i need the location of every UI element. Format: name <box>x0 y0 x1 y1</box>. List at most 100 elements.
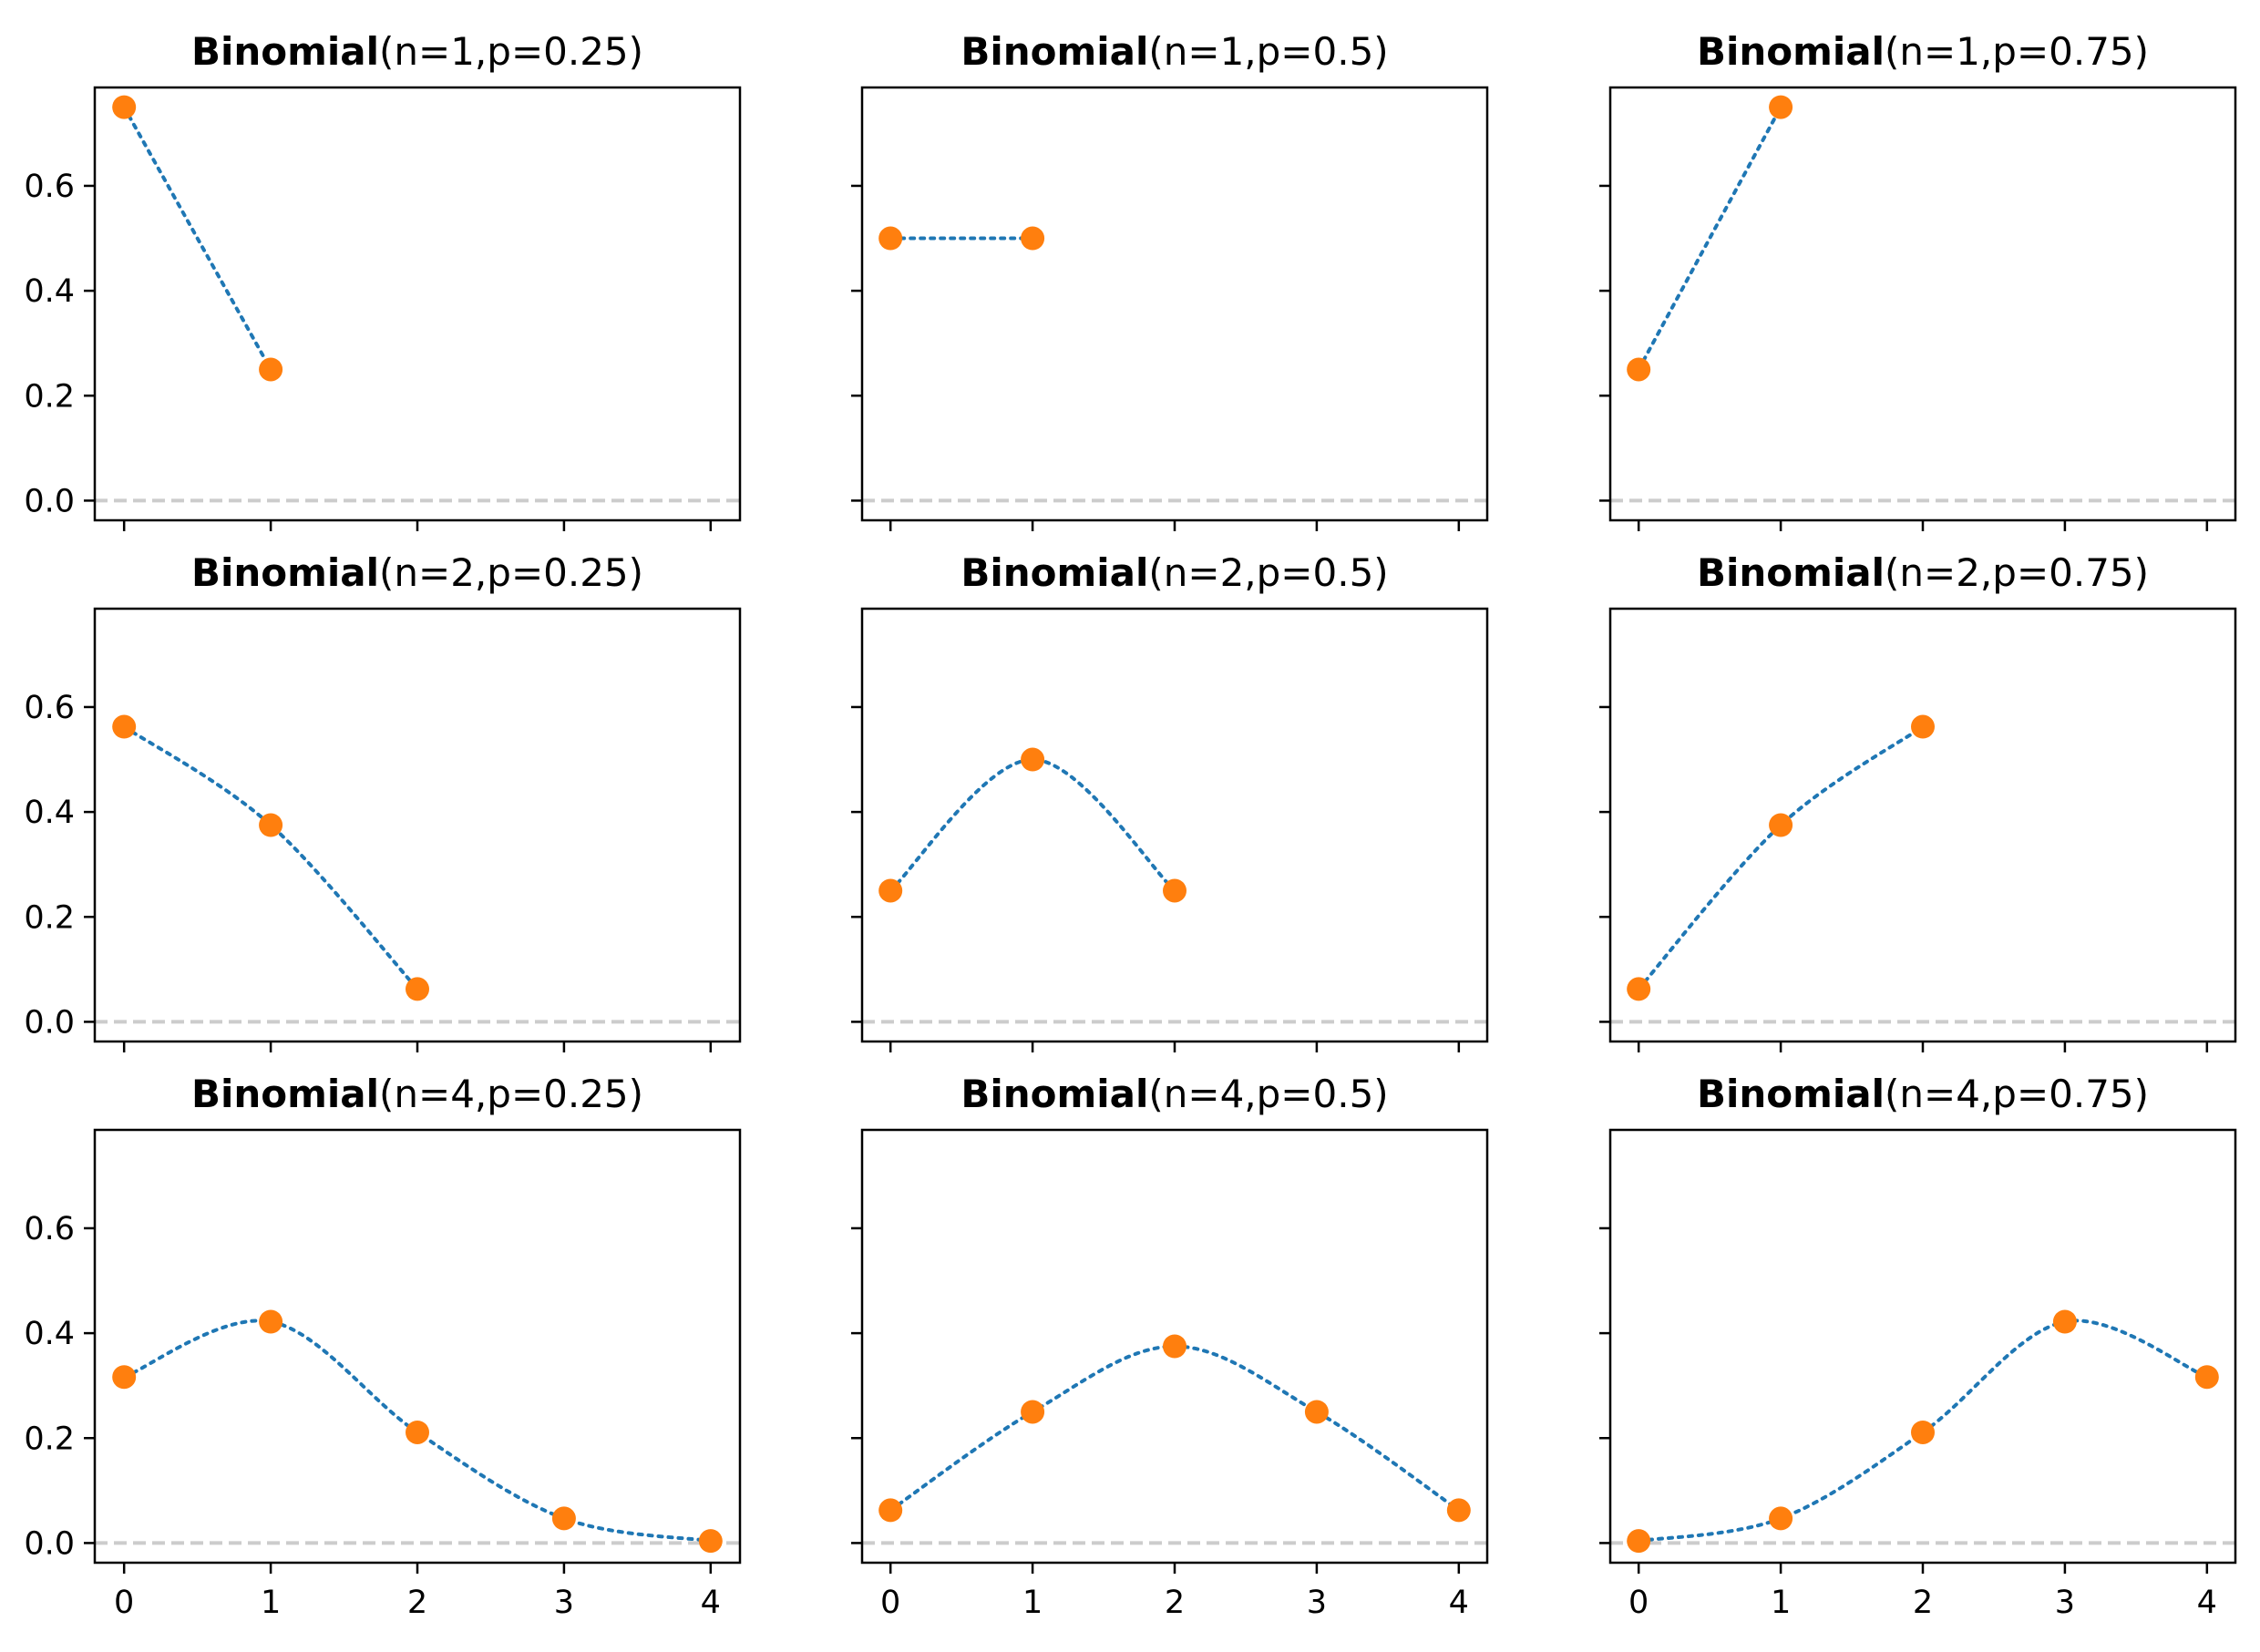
pmf-point-k2 <box>1163 878 1186 903</box>
title-params: (n=1,p=0.75) <box>1885 29 2149 74</box>
title-prefix: Binomial <box>1697 1072 1885 1116</box>
x-tick-label: 1 <box>261 1585 281 1621</box>
y-tick-label: 0.0 <box>24 1525 75 1562</box>
pmf-point-k0 <box>878 878 903 903</box>
y-tick-label: 0.6 <box>24 690 75 726</box>
y-tick-label: 0.4 <box>24 1316 75 1352</box>
x-tick-label: 0 <box>880 1585 900 1621</box>
y-tick-label: 0.0 <box>24 483 75 519</box>
axes-frame <box>860 86 1489 522</box>
title-prefix: Binomial <box>960 550 1148 595</box>
subplot-title: Binomial(n=4,p=0.75) <box>1697 1072 2149 1116</box>
x-tick-label: 1 <box>1771 1585 1791 1621</box>
pmf-point-k1 <box>1769 1506 1793 1531</box>
title-params: (n=1,p=0.25) <box>379 29 643 74</box>
pmf-point-k0 <box>1627 1529 1651 1554</box>
pmf-point-k4 <box>698 1529 723 1554</box>
subplot-5: Binomial(n=2,p=0.5) <box>851 550 1489 1052</box>
title-prefix: Binomial <box>1697 550 1885 595</box>
axes-frame <box>93 1128 742 1565</box>
pmf-curve <box>1637 724 1925 991</box>
axes-frame <box>860 607 1489 1043</box>
x-tick-label: 2 <box>1913 1585 1933 1621</box>
pmf-point-k4 <box>2194 1365 2219 1390</box>
pmf-point-k0 <box>1627 357 1651 382</box>
pmf-point-k1 <box>1021 747 1045 772</box>
title-prefix: Binomial <box>960 29 1148 74</box>
y-tick-label: 0.2 <box>24 378 75 415</box>
y-tick-label: 0.2 <box>24 899 75 936</box>
pmf-point-k0 <box>878 1498 903 1523</box>
pmf-curve <box>122 105 273 372</box>
pmf-point-k0 <box>112 1365 137 1390</box>
y-tick-label: 0.6 <box>24 1211 75 1247</box>
pmf-point-k2 <box>1163 1334 1186 1359</box>
pmf-point-k3 <box>551 1506 576 1531</box>
y-tick-label: 0.2 <box>24 1421 75 1457</box>
x-tick-label: 4 <box>1449 1585 1469 1621</box>
x-tick-label: 2 <box>407 1585 427 1621</box>
title-prefix: Binomial <box>960 1072 1148 1116</box>
pmf-point-k1 <box>1021 1400 1045 1424</box>
pmf-point-k2 <box>1911 1420 1935 1444</box>
pmf-curve <box>122 724 419 991</box>
pmf-point-k3 <box>1304 1400 1329 1424</box>
axes-frame <box>1608 607 2237 1043</box>
title-prefix: Binomial <box>191 29 379 74</box>
title-params: (n=2,p=0.75) <box>1885 550 2149 595</box>
title-prefix: Binomial <box>191 1072 379 1116</box>
subplot-7: Binomial(n=4,p=0.25) 0 1 2 3 4 0.0 0.2 0.4 0.6 <box>24 1072 742 1621</box>
x-tick-label: 3 <box>554 1585 574 1621</box>
title-prefix: Binomial <box>1697 29 1885 74</box>
subplot-9: Binomial(n=4,p=0.75) 0 1 2 3 4 <box>1599 1072 2237 1621</box>
title-prefix: Binomial <box>191 550 379 595</box>
subplot-1: Binomial(n=1,p=0.25) 0.0 0.2 0.4 0.6 <box>24 29 742 531</box>
title-params: (n=2,p=0.25) <box>379 550 643 595</box>
x-tick-label: 4 <box>2197 1585 2217 1621</box>
title-params: (n=1,p=0.5) <box>1148 29 1388 74</box>
y-tick-label: 0.6 <box>24 169 75 205</box>
axes-frame <box>93 607 742 1043</box>
subplot-title: Binomial(n=1,p=0.5) <box>960 29 1388 74</box>
title-params: (n=4,p=0.5) <box>1148 1072 1388 1116</box>
title-params: (n=4,p=0.75) <box>1885 1072 2149 1116</box>
pmf-point-k0 <box>878 226 903 251</box>
pmf-point-k2 <box>406 1420 429 1444</box>
pmf-curve <box>1637 105 1783 372</box>
subplot-3: Binomial(n=1,p=0.75) <box>1599 29 2237 531</box>
subplot-title: Binomial(n=1,p=0.25) <box>191 29 643 74</box>
subplot-title: Binomial(n=2,p=0.75) <box>1697 550 2149 595</box>
title-params: (n=2,p=0.5) <box>1148 550 1388 595</box>
pmf-point-k1 <box>259 1309 283 1334</box>
pmf-point-k2 <box>406 977 429 1001</box>
y-tick-label: 0.0 <box>24 1004 75 1041</box>
subplot-title: Binomial(n=1,p=0.75) <box>1697 29 2149 74</box>
subplot-2: Binomial(n=1,p=0.5) <box>851 29 1489 531</box>
subplot-title: Binomial(n=4,p=0.25) <box>191 1072 643 1116</box>
title-params: (n=4,p=0.25) <box>379 1072 643 1116</box>
pmf-point-k4 <box>1446 1498 1471 1523</box>
subplot-title: Binomial(n=2,p=0.25) <box>191 550 643 595</box>
x-tick-label: 1 <box>1022 1585 1043 1621</box>
subplot-6: Binomial(n=2,p=0.75) <box>1599 550 2237 1052</box>
pmf-point-k1 <box>1021 226 1045 251</box>
axes-frame <box>1608 1128 2237 1565</box>
pmf-curve <box>889 1344 1461 1513</box>
pmf-point-k1 <box>1769 813 1793 837</box>
y-tick-label: 0.4 <box>24 795 75 831</box>
pmf-point-k0 <box>112 714 137 739</box>
pmf-point-k1 <box>259 813 283 837</box>
pmf-point-k0 <box>1627 977 1651 1001</box>
subplot-8: Binomial(n=4,p=0.5) 0 1 2 3 4 <box>851 1072 1489 1621</box>
x-tick-label: 2 <box>1165 1585 1185 1621</box>
pmf-point-k3 <box>2052 1309 2077 1334</box>
x-tick-label: 4 <box>701 1585 721 1621</box>
y-tick-label: 0.4 <box>24 273 75 310</box>
pmf-point-k1 <box>1769 95 1793 119</box>
axes-frame <box>93 86 742 522</box>
pmf-point-k2 <box>1911 714 1935 739</box>
pmf-point-k1 <box>259 357 283 382</box>
subplot-4: Binomial(n=2,p=0.25) 0.0 0.2 0.4 0.6 <box>24 550 742 1052</box>
axes-frame <box>1608 86 2237 522</box>
